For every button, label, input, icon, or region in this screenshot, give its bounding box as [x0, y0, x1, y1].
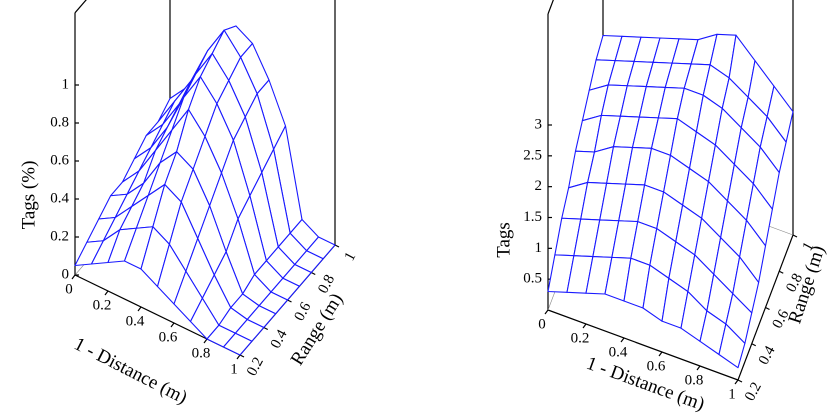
x-tick-label: 0.6 — [159, 329, 178, 345]
box-edge — [74, 0, 87, 14]
z-tick-label: 1.5 — [523, 209, 542, 225]
x-tick — [696, 365, 701, 371]
y-tick-label: 0.8 — [315, 272, 338, 296]
x-tick-label: 0.2 — [571, 330, 590, 346]
x-tick — [734, 379, 739, 385]
x-tick — [582, 323, 587, 329]
x-tick — [203, 338, 208, 344]
x-tick — [544, 309, 549, 315]
z-tick-label: 0.2 — [50, 228, 69, 244]
y-tick — [239, 354, 245, 358]
surface-cell — [718, 323, 746, 369]
x-tick-label: 1 — [230, 361, 238, 377]
z-axis-label: Tags (%) — [18, 161, 39, 230]
y-tick — [287, 299, 292, 303]
z-tick-label: 2.5 — [523, 147, 542, 163]
y-tick-label: 1 — [800, 240, 818, 254]
z-tick-label: 0.5 — [523, 271, 542, 287]
x-tick — [71, 274, 76, 280]
x-tick — [170, 322, 175, 328]
x-tick-label: 0 — [538, 316, 546, 332]
x-tick — [104, 290, 109, 296]
x-tick — [236, 354, 241, 360]
z-tick-label: 0.8 — [50, 114, 69, 130]
y-tick — [310, 271, 316, 276]
z-tick-label: 3 — [535, 116, 543, 132]
x-tick — [658, 351, 663, 357]
y-tick-label: 0.2 — [244, 355, 267, 379]
x-tick-label: 0.2 — [93, 297, 112, 313]
x-tick — [620, 337, 625, 343]
y-tick — [778, 270, 784, 274]
y-tick — [751, 343, 757, 347]
y-tick-label: 0.4 — [756, 343, 779, 368]
z-tick-label: 1 — [535, 240, 543, 256]
x-tick-label: 0.4 — [609, 344, 628, 360]
surface-cell — [222, 332, 253, 356]
z-tick-label: 0.6 — [50, 152, 69, 168]
box-edge — [547, 0, 554, 15]
z-tick-label: 2 — [535, 178, 543, 194]
y-tick-label: 0.2 — [742, 380, 765, 404]
y-tick-label: 1 — [342, 250, 360, 264]
x-tick-label: 0.6 — [647, 358, 666, 374]
y-tick — [263, 326, 269, 331]
x-tick — [137, 306, 142, 312]
y-tick — [737, 379, 743, 383]
z-tick-label: 0.4 — [50, 190, 69, 206]
z-tick-label: 0 — [62, 266, 70, 282]
y-tick-label: 0.6 — [770, 307, 793, 332]
y-axis-label: Range (m) — [287, 290, 348, 370]
box-edge — [547, 309, 739, 381]
y-tick-label: 0.4 — [268, 327, 291, 352]
x-tick-label: 1 — [728, 386, 736, 402]
x-tick-label: 0.8 — [685, 372, 704, 388]
y-tick-label: 0.6 — [292, 299, 315, 324]
z-axis-label: Tags — [493, 222, 514, 258]
x-tick-label: 0.8 — [192, 345, 211, 361]
y-tick-label: 0.8 — [783, 271, 806, 295]
x-tick-label: 0.4 — [126, 313, 145, 329]
z-tick-label: 1 — [62, 76, 70, 92]
y-tick — [334, 244, 340, 248]
x-tick-label: 0 — [65, 281, 73, 297]
y-tick — [765, 306, 770, 311]
y-tick — [792, 234, 798, 238]
